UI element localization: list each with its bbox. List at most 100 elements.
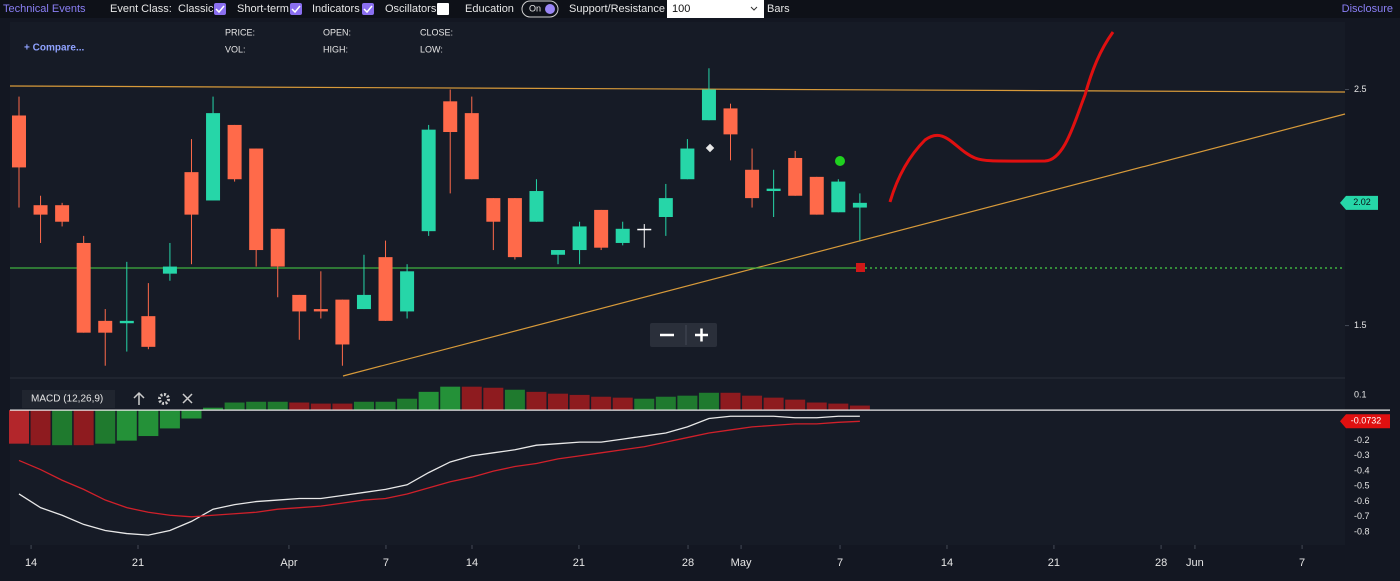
label: Oscillators xyxy=(385,3,437,15)
bars-select[interactable] xyxy=(667,0,764,18)
candle-body xyxy=(162,266,177,274)
x-tick-label: 14 xyxy=(466,557,478,569)
candle-body xyxy=(270,228,285,267)
x-tick-label: 7 xyxy=(837,557,843,569)
header-label: CLOSE: xyxy=(420,27,453,37)
y-tick-label: -0.5 xyxy=(1354,481,1370,491)
checkbox[interactable] xyxy=(362,3,374,15)
histogram-bar xyxy=(569,394,590,411)
y-tick-label: 0.1 xyxy=(1354,389,1367,399)
histogram-bar xyxy=(267,401,288,411)
label: Classic xyxy=(178,3,214,15)
close-icon[interactable] xyxy=(182,393,193,404)
candle-body xyxy=(227,124,242,180)
header-label: PRICE: xyxy=(225,27,255,37)
histogram-bar xyxy=(95,410,116,444)
support-marker xyxy=(856,263,865,272)
label: Indicators xyxy=(312,3,360,15)
candle-body xyxy=(529,191,544,222)
move-up-icon[interactable] xyxy=(133,391,145,405)
check xyxy=(291,5,301,14)
header-label: HIGH: xyxy=(323,44,348,54)
histogram-bar xyxy=(698,392,719,411)
histogram-bar xyxy=(418,391,439,411)
x-tick-label: 21 xyxy=(1048,557,1060,569)
x-tick-label: 14 xyxy=(25,557,37,569)
candle-body xyxy=(615,228,630,243)
candle-body xyxy=(572,226,587,251)
candle-body xyxy=(184,172,199,215)
y-tick-label: -0.7 xyxy=(1354,511,1370,521)
x-tick-label: 7 xyxy=(1299,557,1305,569)
histogram-bar xyxy=(289,402,310,411)
histogram-bar xyxy=(116,410,137,441)
candle-body xyxy=(486,198,501,222)
value-badge-label: -0.0732 xyxy=(1351,416,1382,426)
histogram-bar xyxy=(504,389,525,411)
histogram-bar xyxy=(397,398,418,411)
histogram-bar xyxy=(73,410,94,446)
candle-body xyxy=(206,113,221,201)
header-label: LOW: xyxy=(420,44,443,54)
x-tick-label: 21 xyxy=(132,557,144,569)
candle-body xyxy=(680,148,695,180)
plot-area xyxy=(10,22,1345,545)
freehand-drawing xyxy=(888,31,1115,203)
candle-body xyxy=(421,129,436,232)
check xyxy=(215,5,225,14)
histogram-bar xyxy=(52,410,73,446)
candle-body xyxy=(809,176,824,215)
x-tick-label: 21 xyxy=(573,557,585,569)
chart-layer: 14 21 Apr 7 14 21 28 May 7 14 21 28 Jun 7 1.5 2.5 2.02 0.… xyxy=(8,68,1390,569)
histogram-bar xyxy=(548,393,569,411)
histogram-bar xyxy=(806,402,827,411)
y-tick-label: -0.2 xyxy=(1354,435,1370,445)
histogram-bar xyxy=(440,386,461,411)
toggle-knob xyxy=(545,4,555,14)
label: Education xyxy=(465,3,514,15)
compare-button[interactable]: + Compare... xyxy=(24,43,85,54)
technical-events-link[interactable]: Technical Events xyxy=(3,3,86,15)
indicator-line xyxy=(18,420,860,518)
indicator-title: MACD (12,26,9) xyxy=(31,394,103,405)
checkbox[interactable] xyxy=(290,3,302,15)
histogram-bar xyxy=(634,398,655,411)
candle-body xyxy=(76,242,91,333)
x-tick-label: May xyxy=(731,557,752,569)
candle-body xyxy=(831,181,846,213)
toggle-label: On xyxy=(529,3,541,13)
x-tick-label: 14 xyxy=(941,557,953,569)
candle-body xyxy=(400,271,415,312)
histogram-bar xyxy=(30,410,51,446)
histogram-bar xyxy=(591,396,612,411)
candle-body xyxy=(119,320,134,324)
x-tick-label: Apr xyxy=(280,557,297,569)
histogram-bar xyxy=(763,397,784,411)
histogram-bar xyxy=(203,407,224,411)
checkbox[interactable] xyxy=(214,3,226,15)
checkbox[interactable] xyxy=(437,3,449,15)
candle-body xyxy=(335,299,350,345)
candle-body xyxy=(98,320,113,333)
histogram-bar xyxy=(849,405,870,411)
y-tick-label: 2.5 xyxy=(1354,84,1367,94)
value-badge xyxy=(1340,414,1390,429)
histogram-bar xyxy=(224,402,245,411)
candle-body xyxy=(141,316,156,347)
histogram-bar xyxy=(655,396,676,411)
histogram-bar xyxy=(181,410,202,419)
candle-body xyxy=(852,202,867,208)
disclosure-link[interactable]: Disclosure xyxy=(1342,3,1393,15)
header-label: OPEN: xyxy=(323,27,351,37)
zoom-in[interactable] xyxy=(695,328,708,342)
label: Bars xyxy=(767,3,790,15)
candle-body xyxy=(507,198,522,258)
y-tick-label: -0.8 xyxy=(1354,526,1370,536)
candle-body xyxy=(443,101,458,133)
event-marker[interactable] xyxy=(835,156,845,166)
histogram-bar xyxy=(742,395,763,411)
settings-icon[interactable] xyxy=(158,393,170,405)
select-value: 100 xyxy=(672,3,690,15)
y-tick-label: 1.5 xyxy=(1354,320,1367,330)
